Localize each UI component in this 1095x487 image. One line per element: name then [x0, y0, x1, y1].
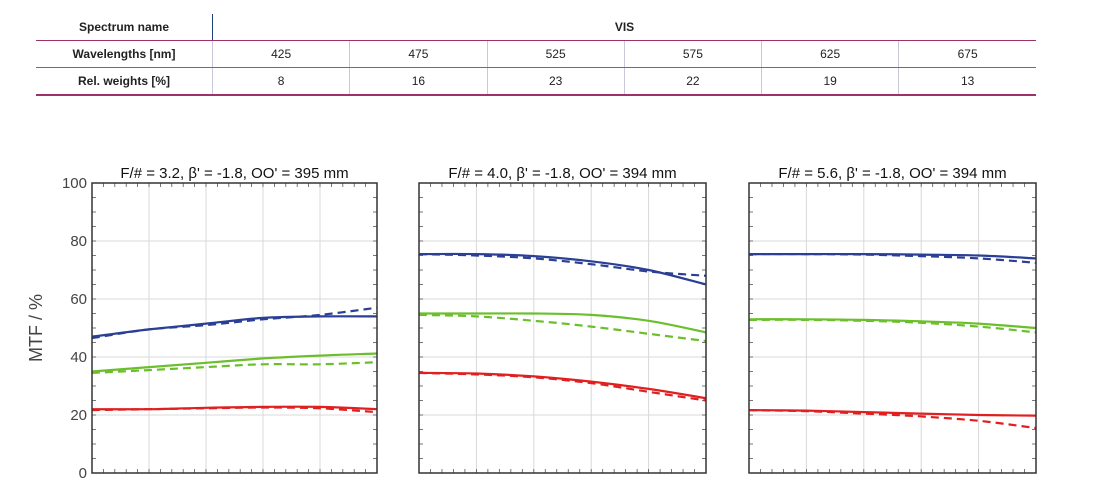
weight-cell: 19	[760, 67, 899, 96]
spectrum-name-label: Spectrum name	[36, 14, 213, 41]
mtf-series-line	[418, 371, 707, 402]
mtf-series-line	[91, 352, 378, 373]
weights-label: Rel. weights [%]	[36, 67, 213, 96]
weight-cell: 8	[211, 67, 350, 96]
plot-frame	[418, 182, 707, 474]
wavelengths-row: Wavelengths [nm] 425 475 525 575 625 675	[36, 40, 1036, 68]
plot-area	[92, 183, 377, 473]
spectrum-row: Spectrum name VIS	[36, 14, 1036, 41]
weight-cell: 13	[898, 67, 1036, 96]
panel-title: F/# = 3.2, β' = -1.8, OO' = 395 mm	[120, 165, 348, 182]
weight-cell: 23	[486, 67, 625, 96]
wavelength-cell: 425	[211, 40, 350, 68]
wavelength-cell: 475	[349, 40, 487, 68]
mtf-series-line	[748, 318, 1037, 334]
weight-cell: 16	[349, 67, 487, 96]
mtf-series-line	[418, 253, 707, 277]
mtf-panel-2: F/# = 4.0, β' = -1.8, OO' = 394 mm	[418, 165, 707, 474]
wavelengths-label: Wavelengths [nm]	[36, 40, 213, 68]
y-tick-label: 80	[70, 233, 87, 250]
plot-area	[749, 183, 1036, 473]
panel-title: F/# = 4.0, β' = -1.8, OO' = 394 mm	[448, 165, 676, 182]
y-tick-label: 20	[70, 407, 87, 424]
plot-frame	[91, 182, 378, 474]
wavelength-cell: 625	[760, 40, 899, 68]
y-tick-label: 40	[70, 349, 87, 366]
wavelength-cell: 575	[623, 40, 762, 68]
y-tick-label: 0	[79, 465, 87, 482]
mtf-panel-3: F/# = 5.6, β' = -1.8, OO' = 394 mm	[748, 165, 1037, 474]
spectrum-name-value: VIS	[212, 14, 1036, 41]
mtf-panel-1: F/# = 3.2, β' = -1.8, OO' = 395 mm 0 20 40 6…	[26, 165, 378, 482]
y-tick-label: 100	[62, 175, 87, 192]
spectrum-table: Spectrum name VIS Wavelengths [nm] 425 4…	[36, 14, 1036, 96]
weight-cell: 22	[623, 67, 762, 96]
weights-row: Rel. weights [%] 8 16 23 22 19 13	[36, 67, 1036, 96]
plot-area	[419, 183, 706, 473]
mtf-series-line	[91, 306, 378, 340]
mtf-series-line	[419, 312, 707, 334]
y-axis-label: MTF / %	[26, 294, 46, 362]
mtf-series-line	[91, 405, 378, 411]
plot-frame	[748, 182, 1037, 474]
wavelength-cell: 525	[486, 40, 625, 68]
y-tick-label: 60	[70, 291, 87, 308]
wavelength-cell: 675	[898, 40, 1036, 68]
mtf-series-line	[748, 252, 1037, 264]
mtf-series-line	[748, 409, 1037, 430]
panel-title: F/# = 5.6, β' = -1.8, OO' = 394 mm	[778, 165, 1006, 182]
mtf-series-line	[418, 313, 707, 343]
